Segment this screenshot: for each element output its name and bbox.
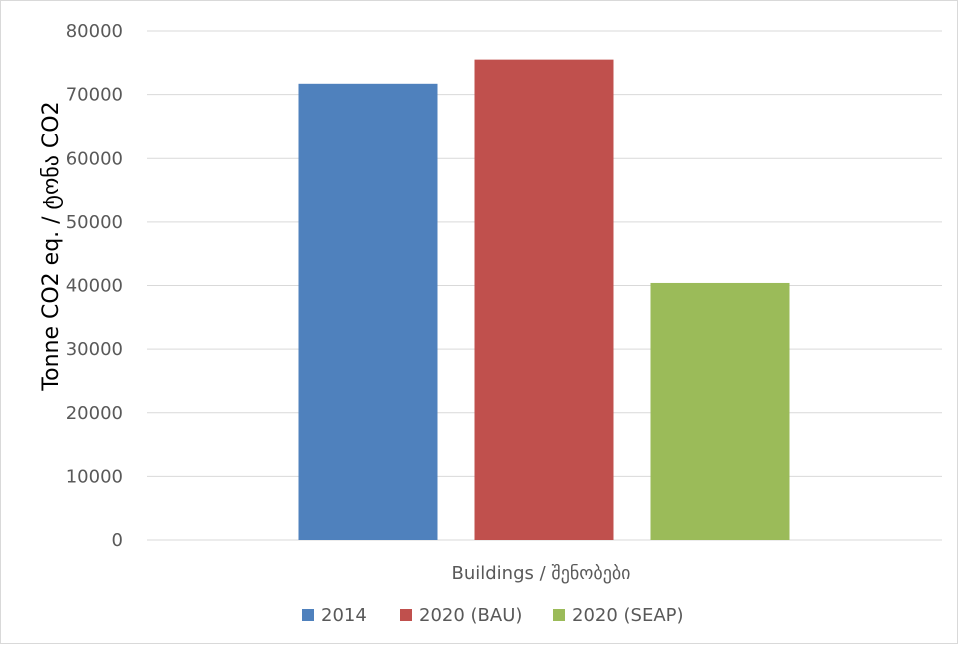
y-axis-label: Tonne CO2 eq. / ტონა CO2 — [39, 101, 64, 391]
y-tick-label: 70000 — [66, 85, 123, 106]
bar-2014 — [298, 83, 438, 540]
y-tick-label: 40000 — [66, 276, 123, 297]
legend-swatch — [302, 609, 314, 621]
legend-label: 2020 (SEAP) — [572, 605, 684, 626]
legend-swatch — [400, 609, 412, 621]
bar-2020-seap — [650, 282, 790, 540]
legend-label: 2020 (BAU) — [419, 605, 522, 626]
x-category-label: Buildings / შენობები — [451, 563, 630, 584]
legend-label: 2014 — [321, 605, 367, 626]
y-tick-label: 80000 — [66, 21, 123, 42]
y-tick-label: 10000 — [66, 466, 123, 487]
bars — [298, 59, 790, 540]
y-axis-ticks: 0 10000 20000 30000 40000 50000 60000 70000 8000… — [66, 21, 123, 551]
bar-2020-bau — [474, 59, 614, 540]
y-tick-label: 20000 — [66, 403, 123, 424]
y-tick-label: 0 — [112, 530, 123, 551]
legend: 2014 2020 (BAU) 2020 (SEAP) — [302, 605, 684, 626]
y-tick-label: 30000 — [66, 339, 123, 360]
y-tick-label: 50000 — [66, 212, 123, 233]
y-tick-label: 60000 — [66, 148, 123, 169]
legend-swatch — [553, 609, 565, 621]
